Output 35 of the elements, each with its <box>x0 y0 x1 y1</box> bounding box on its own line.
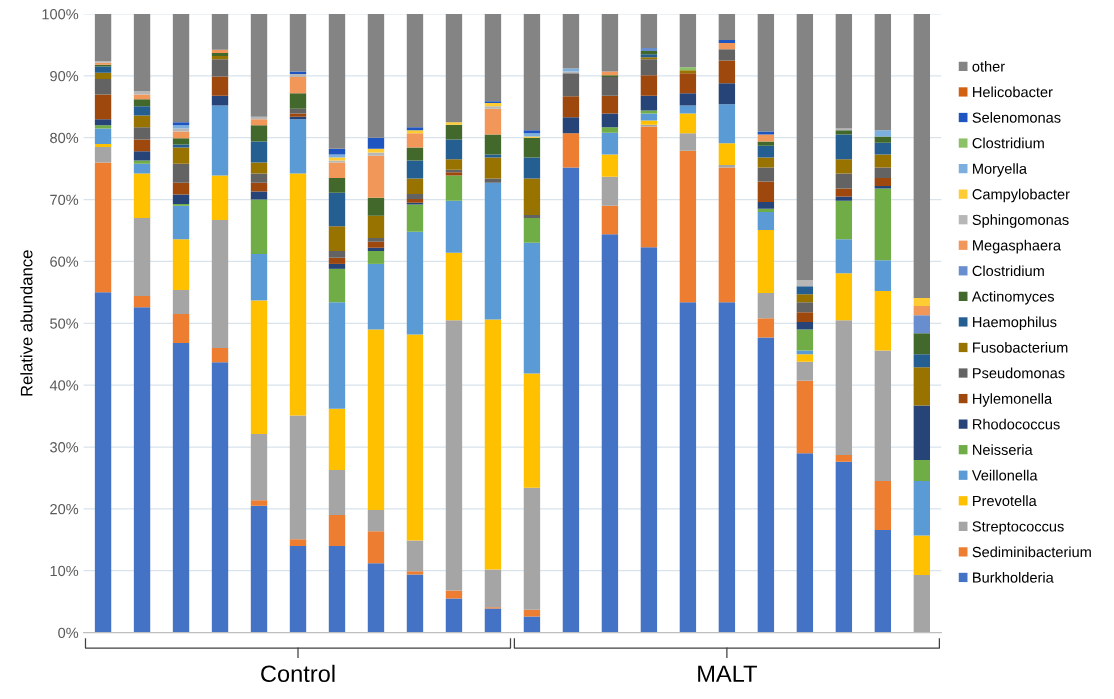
y-tick-label: 100% <box>42 9 79 20</box>
y-tick-label: 80% <box>50 132 79 144</box>
legend-label: Clostridium <box>972 137 1044 149</box>
legend-label: Megasphaera <box>973 239 1062 254</box>
legend-label: Moryella <box>973 163 1027 177</box>
y-tick-label: 60% <box>50 256 79 267</box>
legend-label: Sediminibacterium <box>972 546 1091 558</box>
legend-label: other <box>972 60 1005 72</box>
legend-label: Selenomonas <box>972 112 1061 123</box>
y-axis-title: Relative abundance <box>20 250 33 396</box>
legend-label: Burkholderia <box>973 572 1054 583</box>
text: MALT <box>698 665 757 682</box>
legend-label: Hylemonella <box>973 393 1053 407</box>
legend-label: Haemophilus <box>973 316 1057 331</box>
legend-label: Actinomyces <box>971 290 1055 305</box>
y-tick-label: 30% <box>50 442 79 453</box>
legend-label: Clostridium <box>972 265 1044 277</box>
text: Control <box>261 664 335 683</box>
y-tick-label: 50% <box>50 318 79 329</box>
legend-label: Sphingomonas <box>972 214 1069 228</box>
y-tick-label: 20% <box>50 503 79 515</box>
legend-label: Neisseria <box>973 444 1033 455</box>
legend-label: Campylobacter <box>972 188 1070 203</box>
legend-label: Prevotella <box>973 495 1037 507</box>
y-tick-label: 90% <box>50 70 79 82</box>
legend-label: Pseudomonas <box>973 367 1065 379</box>
legend-label: Fusobacterium <box>973 342 1068 353</box>
legend-label: Rhodococcus <box>973 418 1060 430</box>
y-tick-label: 10% <box>50 565 79 577</box>
legend-label: Helicobacter <box>973 86 1053 98</box>
legend-label: Streptococcus <box>972 521 1064 535</box>
y-tick-label: 70% <box>50 194 79 205</box>
y-tick-label: 0% <box>58 627 79 639</box>
legend-label: Veillonella <box>971 469 1038 481</box>
y-tick-label: 40% <box>49 380 79 391</box>
